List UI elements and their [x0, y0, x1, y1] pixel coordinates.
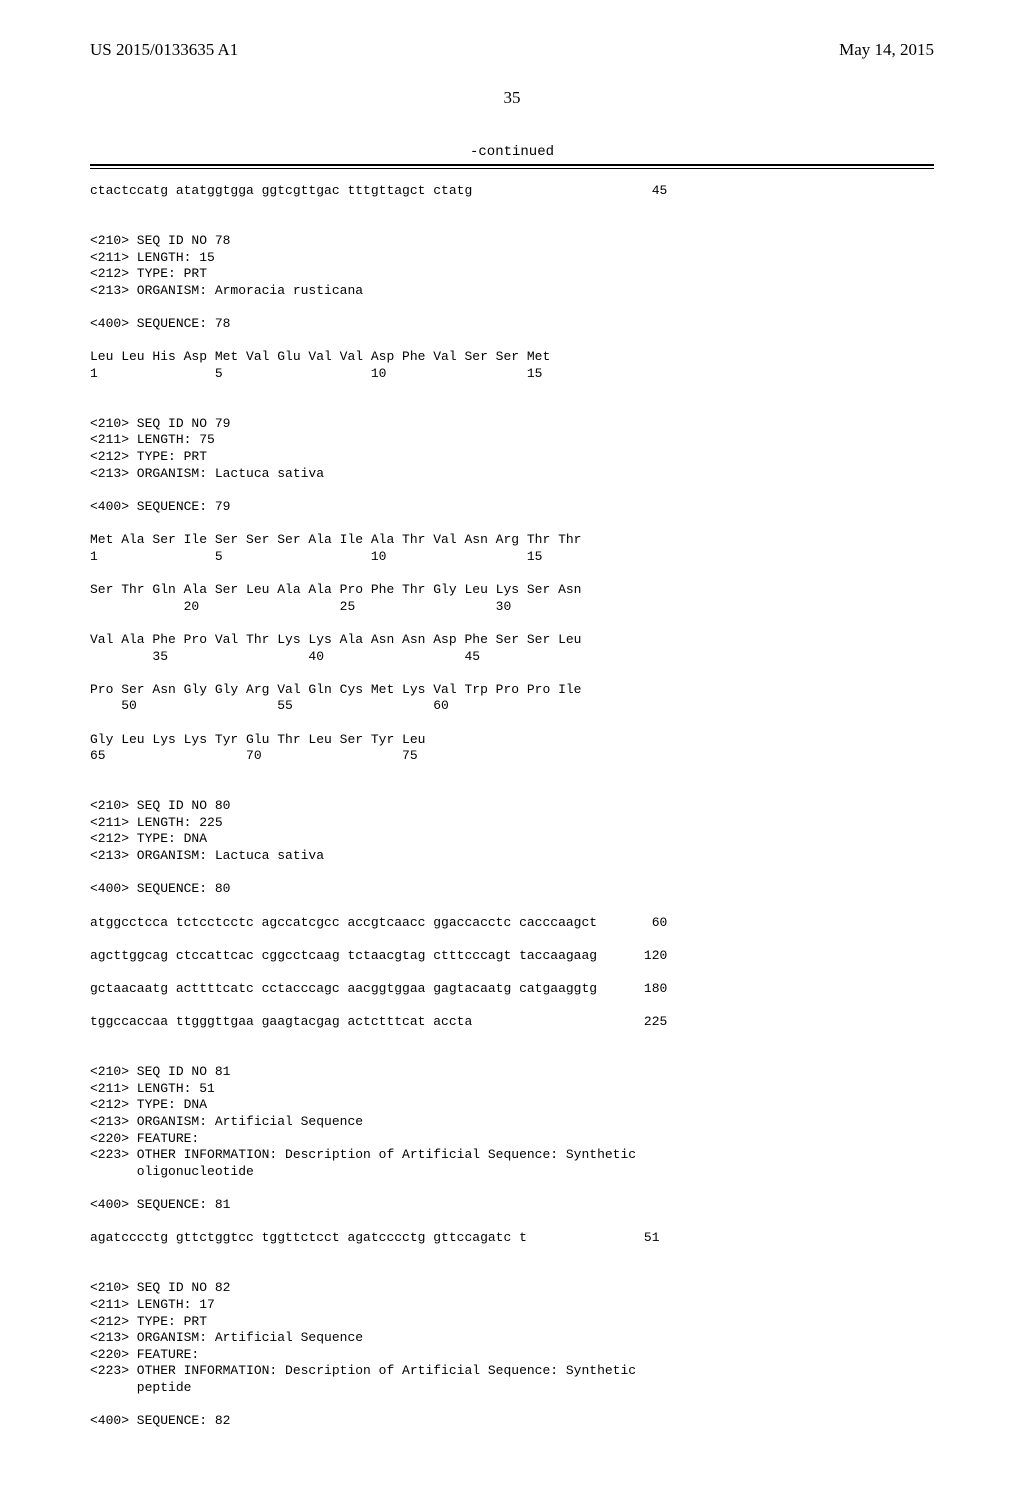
publication-date: May 14, 2015 — [839, 40, 934, 60]
continued-label: -continued — [90, 144, 934, 160]
page-number: 35 — [90, 88, 934, 108]
page-header: US 2015/0133635 A1 May 14, 2015 — [90, 40, 934, 60]
sequence-listing: ctactccatg atatggtgga ggtcgttgac tttgtta… — [90, 183, 934, 1430]
publication-number: US 2015/0133635 A1 — [90, 40, 238, 60]
rule-top-thin — [90, 168, 934, 169]
page: US 2015/0133635 A1 May 14, 2015 35 -cont… — [0, 0, 1024, 1490]
rule-top-thick — [90, 164, 934, 166]
